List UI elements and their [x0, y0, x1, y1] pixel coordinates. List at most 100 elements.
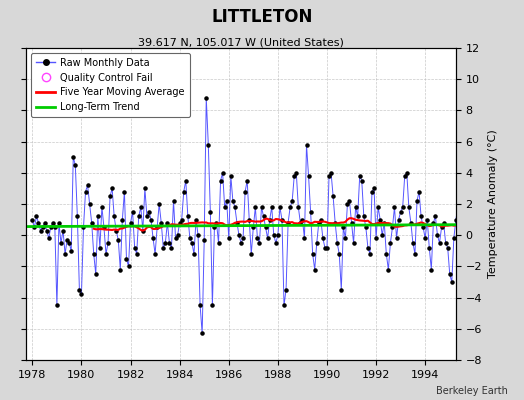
- Point: [509, 266, 517, 273]
- Point: [450, 235, 458, 242]
- Point: [42, 227, 51, 234]
- Point: [139, 227, 147, 234]
- Point: [486, 220, 495, 226]
- Point: [433, 232, 442, 238]
- Point: [212, 220, 221, 226]
- Point: [116, 266, 125, 273]
- Point: [268, 204, 276, 210]
- Point: [429, 220, 438, 226]
- Point: [284, 220, 292, 226]
- Point: [71, 162, 80, 168]
- Point: [124, 263, 133, 270]
- Point: [407, 220, 415, 226]
- Point: [366, 251, 374, 257]
- Point: [206, 209, 214, 215]
- Point: [415, 188, 423, 195]
- Legend: Raw Monthly Data, Quality Control Fail, Five Year Moving Average, Long-Term Tren: Raw Monthly Data, Quality Control Fail, …: [31, 53, 190, 117]
- Point: [499, 204, 507, 210]
- Point: [126, 220, 135, 226]
- Point: [188, 240, 196, 246]
- Point: [309, 251, 317, 257]
- Point: [345, 198, 354, 204]
- Point: [397, 209, 405, 215]
- Point: [323, 244, 331, 251]
- Point: [239, 235, 247, 242]
- Point: [481, 251, 489, 257]
- Point: [219, 170, 227, 176]
- Point: [484, 286, 493, 293]
- Point: [81, 188, 90, 195]
- Point: [515, 220, 523, 226]
- Point: [447, 279, 456, 285]
- Point: [269, 232, 278, 238]
- Point: [100, 224, 108, 230]
- Point: [257, 204, 266, 210]
- Point: [145, 209, 153, 215]
- Point: [264, 235, 272, 242]
- Point: [38, 224, 47, 230]
- Point: [312, 240, 321, 246]
- Point: [253, 235, 261, 242]
- Point: [75, 286, 84, 293]
- Point: [413, 198, 421, 204]
- Point: [202, 95, 211, 101]
- Point: [454, 204, 462, 210]
- Point: [378, 232, 386, 238]
- Point: [241, 188, 249, 195]
- Point: [483, 266, 491, 273]
- Point: [59, 227, 67, 234]
- Point: [271, 240, 280, 246]
- Point: [102, 251, 110, 257]
- Point: [405, 204, 413, 210]
- Point: [321, 244, 329, 251]
- Point: [392, 235, 401, 242]
- Point: [523, 216, 524, 223]
- Point: [176, 220, 184, 226]
- Point: [214, 240, 223, 246]
- Point: [178, 216, 186, 223]
- Point: [466, 198, 474, 204]
- Point: [495, 266, 503, 273]
- Point: [226, 173, 235, 179]
- Point: [314, 220, 323, 226]
- Point: [470, 209, 478, 215]
- Point: [53, 302, 61, 309]
- Point: [286, 204, 294, 210]
- Point: [274, 232, 282, 238]
- Point: [210, 224, 219, 230]
- Point: [325, 173, 333, 179]
- Point: [180, 188, 188, 195]
- Point: [390, 204, 399, 210]
- Point: [468, 188, 476, 195]
- Point: [519, 204, 524, 210]
- Point: [395, 216, 403, 223]
- Point: [474, 173, 483, 179]
- Point: [133, 251, 141, 257]
- Point: [354, 213, 362, 220]
- Point: [355, 173, 364, 179]
- Point: [45, 235, 53, 242]
- Point: [155, 201, 163, 207]
- Point: [73, 213, 82, 220]
- Point: [88, 220, 96, 226]
- Point: [458, 240, 466, 246]
- Point: [290, 173, 299, 179]
- Point: [452, 216, 460, 223]
- Point: [237, 240, 245, 246]
- Point: [192, 216, 200, 223]
- Point: [339, 224, 347, 230]
- Point: [341, 235, 350, 242]
- Point: [67, 248, 75, 254]
- Point: [63, 237, 71, 243]
- Point: [173, 232, 182, 238]
- Point: [171, 235, 180, 242]
- Point: [110, 213, 118, 220]
- Point: [501, 198, 509, 204]
- Point: [200, 237, 209, 243]
- Point: [147, 216, 155, 223]
- Point: [94, 213, 102, 220]
- Point: [233, 220, 241, 226]
- Point: [374, 204, 383, 210]
- Point: [30, 224, 39, 230]
- Point: [359, 213, 368, 220]
